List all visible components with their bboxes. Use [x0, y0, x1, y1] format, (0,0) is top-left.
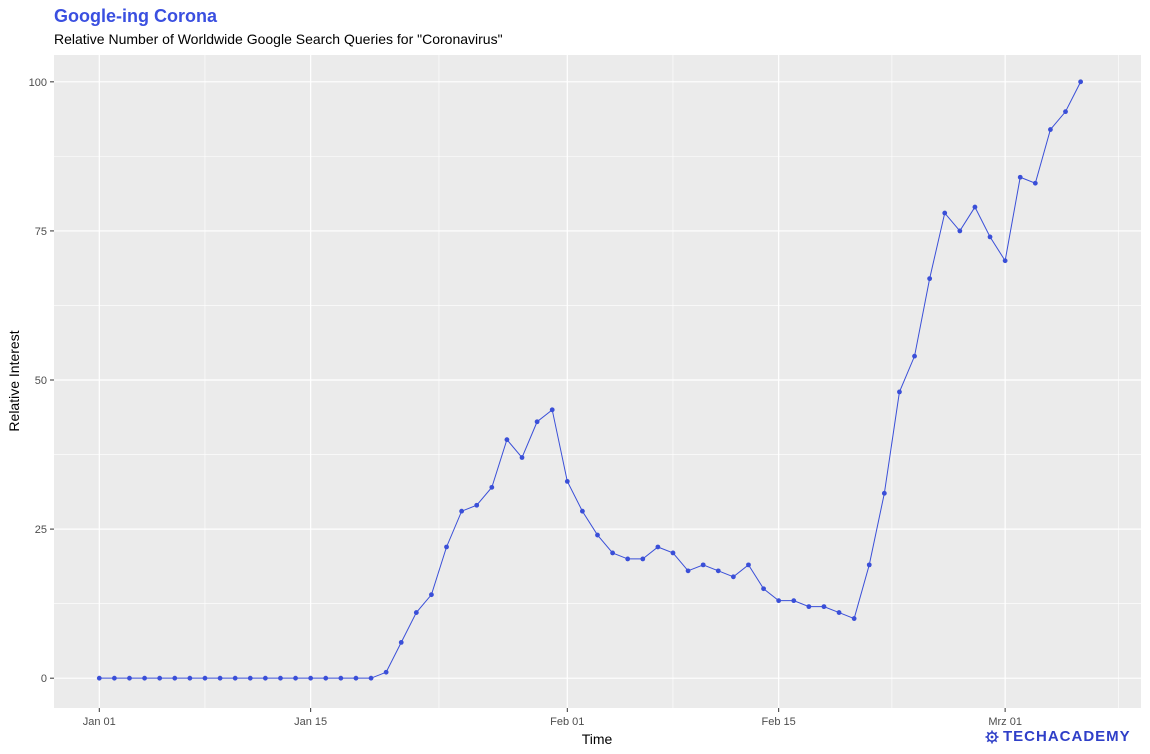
data-point	[791, 598, 797, 604]
data-point	[1032, 180, 1038, 186]
data-point	[142, 675, 147, 681]
data-point	[897, 389, 902, 395]
data-point	[1017, 174, 1023, 180]
x-tick-label: Feb 01	[550, 716, 584, 728]
data-point	[851, 616, 857, 621]
data-point	[670, 550, 676, 556]
data-point	[625, 556, 631, 562]
gear-icon	[985, 730, 999, 744]
data-point	[610, 550, 615, 556]
series-line	[99, 81, 1082, 679]
data-point	[444, 544, 449, 550]
data-point	[700, 562, 706, 568]
data-point	[187, 675, 193, 681]
data-point	[866, 562, 872, 568]
chart-title: Google-ing Corona	[54, 6, 217, 26]
data-point	[549, 407, 555, 413]
x-tick-label: Jan 15	[294, 716, 327, 728]
data-point	[881, 490, 887, 496]
x-tick-label: Mrz 01	[988, 716, 1022, 728]
data-point	[262, 675, 268, 681]
data-point	[534, 419, 540, 425]
y-tick-label: 75	[35, 226, 47, 238]
plot-panel	[54, 55, 1141, 708]
chart-subtitle: Relative Number of Worldwide Google Sear…	[54, 31, 503, 47]
data-point	[489, 484, 495, 490]
data-point	[293, 675, 298, 681]
data-point	[127, 675, 132, 681]
minor-gridlines	[54, 55, 1141, 708]
data-point	[580, 508, 585, 514]
y-tick-label: 50	[35, 375, 47, 387]
x-tick-label: Feb 15	[762, 716, 796, 728]
x-tick-label: Jan 01	[83, 716, 116, 728]
data-point	[640, 556, 646, 562]
data-point	[504, 437, 510, 443]
data-point	[836, 610, 842, 615]
data-point	[715, 568, 721, 574]
data-point	[398, 640, 404, 645]
data-point	[368, 675, 374, 681]
y-tick-label: 100	[29, 77, 47, 89]
data-point	[942, 210, 948, 216]
data-point	[96, 675, 102, 681]
data-point	[383, 669, 389, 675]
data-point	[927, 276, 933, 282]
data-point	[429, 592, 434, 598]
y-axis-label: Relative Interest	[6, 330, 22, 431]
data-point	[413, 610, 419, 615]
data-point	[519, 455, 525, 460]
data-point	[157, 675, 163, 681]
data-point	[821, 604, 827, 610]
data-point	[111, 675, 117, 681]
x-axis-label: Time	[582, 731, 613, 747]
data-point	[1048, 127, 1053, 132]
data-point	[278, 675, 283, 681]
data-point	[806, 604, 812, 610]
data-point	[595, 532, 600, 538]
y-tick-label: 0	[41, 673, 47, 685]
data-point	[247, 675, 253, 681]
data-point	[1002, 258, 1008, 264]
series-group	[96, 79, 1084, 681]
data-point	[776, 598, 782, 604]
data-point	[1078, 79, 1084, 85]
data-point	[564, 478, 570, 484]
data-point	[323, 675, 329, 681]
data-point	[474, 502, 480, 508]
data-point	[202, 675, 208, 681]
data-point	[217, 675, 223, 681]
data-point	[912, 353, 917, 359]
data-point	[987, 234, 993, 240]
data-point	[232, 675, 238, 681]
data-point	[685, 568, 691, 574]
data-point	[1063, 109, 1068, 115]
data-point	[746, 562, 751, 568]
data-point	[655, 544, 661, 550]
data-point	[338, 675, 344, 681]
data-point	[761, 586, 766, 592]
logo-text: TECHACADEMY	[1003, 728, 1131, 745]
data-point	[172, 675, 178, 681]
data-point	[972, 204, 978, 210]
data-point	[957, 228, 963, 234]
data-point	[730, 574, 736, 580]
data-point	[459, 508, 465, 514]
axes-group: 0 25 50 75 100 Jan 01 Jan 15 Feb 01 Feb 15 Mrz 01	[29, 77, 1022, 728]
y-tick-label: 25	[35, 524, 47, 536]
data-point	[308, 675, 314, 681]
techacademy-logo: TECHACADEMY	[985, 728, 1131, 745]
data-point	[353, 675, 359, 681]
